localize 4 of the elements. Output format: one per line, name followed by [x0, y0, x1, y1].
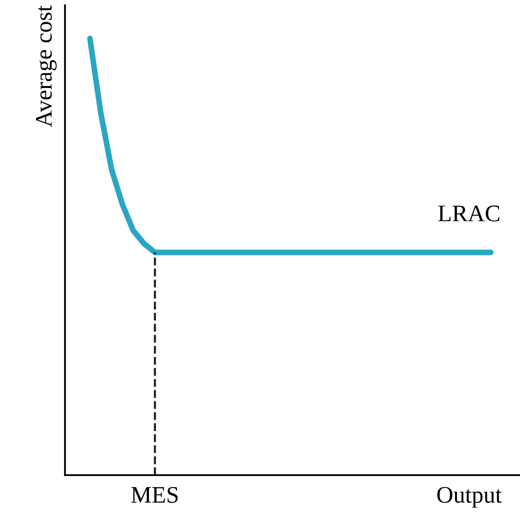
- y-axis-title: Average cost: [36, 5, 57, 128]
- x-tick-label: MES: [131, 486, 178, 503]
- annotation: LRAC: [438, 206, 500, 222]
- x-tick-label: Output: [437, 486, 502, 508]
